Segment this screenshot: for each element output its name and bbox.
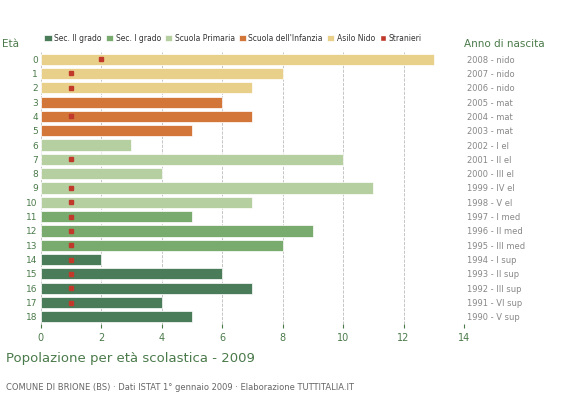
Bar — [41, 96, 222, 108]
Y-axis label: Anno di nascita: Anno di nascita — [464, 39, 545, 49]
Bar — [41, 111, 252, 122]
Bar — [41, 197, 252, 208]
Bar — [41, 283, 252, 294]
Bar — [41, 154, 343, 165]
Bar — [41, 240, 282, 251]
Y-axis label: Età: Età — [2, 39, 20, 49]
Bar — [41, 297, 162, 308]
Bar — [41, 211, 192, 222]
Bar — [41, 82, 252, 93]
Text: Popolazione per età scolastica - 2009: Popolazione per età scolastica - 2009 — [6, 352, 255, 365]
Bar — [41, 54, 434, 65]
Bar — [41, 68, 282, 79]
Bar — [41, 225, 313, 236]
Bar — [41, 140, 131, 151]
Text: COMUNE DI BRIONE (BS) · Dati ISTAT 1° gennaio 2009 · Elaborazione TUTTITALIA.IT: COMUNE DI BRIONE (BS) · Dati ISTAT 1° ge… — [6, 383, 354, 392]
Bar — [41, 254, 101, 265]
Bar — [41, 182, 374, 194]
Bar — [41, 168, 162, 179]
Bar — [41, 268, 222, 280]
Legend: Sec. II grado, Sec. I grado, Scuola Primaria, Scuola dell'Infanzia, Asilo Nido, : Sec. II grado, Sec. I grado, Scuola Prim… — [45, 34, 422, 43]
Bar — [41, 311, 192, 322]
Bar — [41, 125, 192, 136]
